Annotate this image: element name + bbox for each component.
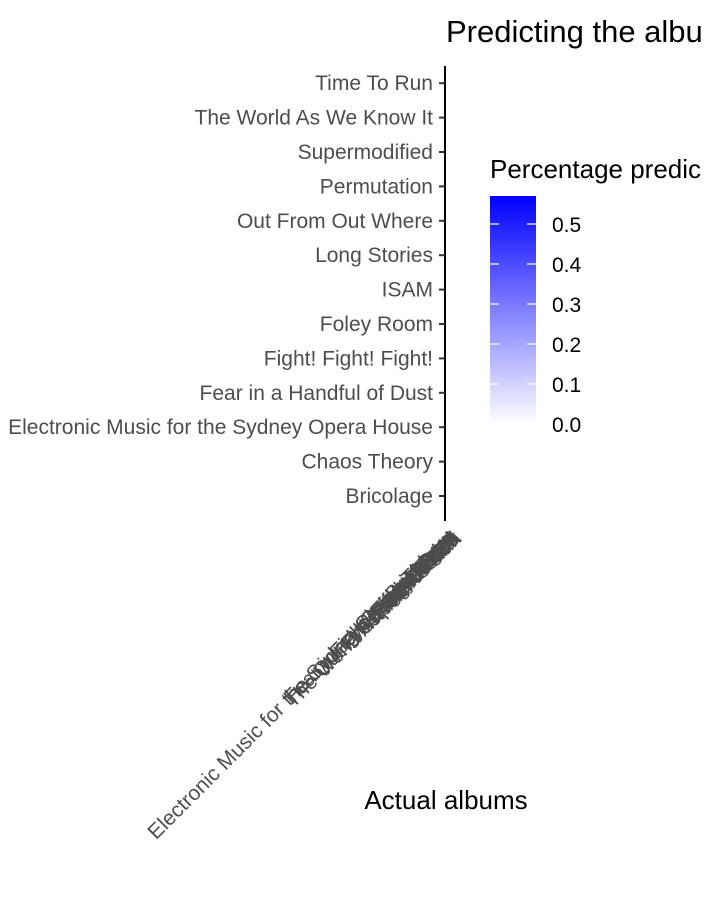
x-axis-title: Actual albums	[364, 785, 527, 815]
legend-breaks: 0.0 0.1 0.2 0.3 0.4 0.5	[490, 214, 582, 437]
legend-colorbar	[490, 196, 536, 424]
x-tick-label: Time To Run	[367, 527, 467, 627]
y-tick-label: Fight! Fight! Fight!	[264, 347, 433, 370]
legend-break-label: 0.1	[552, 374, 581, 397]
y-tick-label: Supermodified	[298, 141, 433, 164]
legend-break-label: 0.5	[552, 214, 581, 237]
y-tick-label: Foley Room	[320, 313, 433, 336]
y-tick-label: Fear in a Handful of Dust	[200, 382, 434, 405]
y-tick-label: Chaos Theory	[301, 451, 433, 474]
legend-break-label: 0.3	[552, 294, 581, 317]
chart-title: Predicting the albu	[446, 14, 703, 49]
y-tick-label: Electronic Music for the Sydney Opera Ho…	[8, 416, 433, 439]
legend-break-label: 0.0	[552, 414, 581, 437]
legend-title: Percentage predic	[490, 154, 701, 184]
y-tick-label: Bricolage	[345, 485, 433, 508]
legend-break-label: 0.2	[552, 334, 581, 357]
y-tick-label: Long Stories	[315, 244, 433, 267]
y-axis-ticks: Bricolage Chaos Theory Electronic Music fo…	[8, 72, 445, 508]
y-tick-label: The World As We Know It	[195, 107, 434, 130]
y-tick-label: Permutation	[320, 175, 433, 198]
y-tick-label: ISAM	[382, 279, 433, 302]
legend: Percentage predic 0.0 0.1 0.2 0.3 0.4 0.5	[490, 154, 701, 437]
y-tick-label: Out From Out Where	[237, 210, 433, 233]
legend-break-label: 0.4	[552, 254, 582, 277]
y-tick-label: Time To Run	[315, 72, 433, 95]
